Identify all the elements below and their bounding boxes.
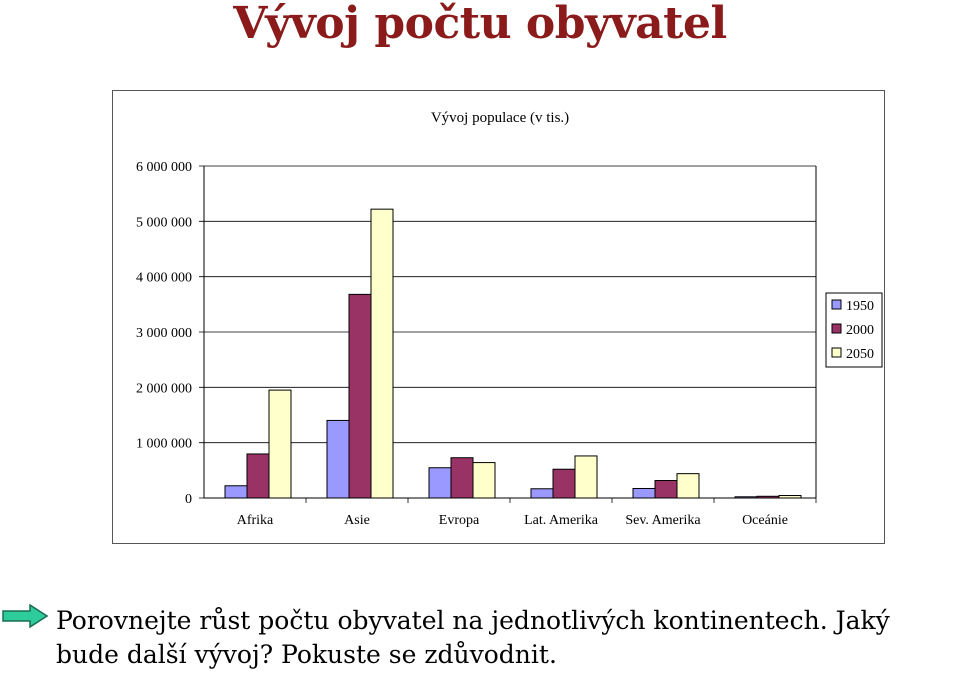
legend-swatch <box>831 323 842 334</box>
chart-title: Vývoj populace (v tis.) <box>431 110 569 126</box>
legend-swatch <box>831 347 842 358</box>
y-tick-label: 2 000 000 <box>136 381 192 396</box>
bar-4-2 <box>676 473 700 499</box>
chart-frame: Vývoj populace (v tis.) 0 1 000 000 2 000 … <box>112 90 885 544</box>
y-tick-label: 0 <box>185 492 192 507</box>
y-tick-label: 3 000 000 <box>136 326 192 341</box>
legend-label: 2050 <box>846 347 874 362</box>
legend-swatch <box>831 299 842 310</box>
plot-area: 0 1 000 000 2 000 000 3 000 000 4 000 000 5 0… <box>136 160 817 528</box>
population-chart: Vývoj populace (v tis.) 0 1 000 000 2 000 … <box>136 110 883 528</box>
bar-1-1 <box>348 293 372 499</box>
question-text: Porovnejte růst počtu obyvatel na jednot… <box>56 606 890 669</box>
bar-0-2 <box>268 389 292 499</box>
category-label: Asie <box>344 513 370 528</box>
bar-4-0 <box>632 487 656 499</box>
bar-5-0 <box>734 496 758 499</box>
category-label: Sev. Amerika <box>625 513 701 528</box>
bar-0-0 <box>224 485 248 499</box>
bar-2-2 <box>472 462 496 499</box>
y-tick-label: 4 000 000 <box>136 271 192 286</box>
bar-3-2 <box>574 455 598 499</box>
arrow-right-icon <box>2 604 48 628</box>
bar-3-0 <box>530 488 554 499</box>
category-label: Evropa <box>439 513 480 528</box>
y-tick-label: 5 000 000 <box>136 215 192 230</box>
slide-title: Vývoj počtu obyvatel <box>233 0 727 49</box>
bar-3-1 <box>552 468 576 499</box>
bar-0-1 <box>246 453 270 499</box>
y-tick-label: 1 000 000 <box>136 437 192 452</box>
bar-5-2 <box>778 495 802 499</box>
bar-2-0 <box>428 467 452 499</box>
category-label: Afrika <box>237 513 274 528</box>
bar-5-1 <box>756 495 780 499</box>
chart-legend: 1950 2000 2050 <box>825 292 883 368</box>
legend-label: 1950 <box>846 299 874 314</box>
legend-label: 2000 <box>846 323 874 338</box>
bar-2-1 <box>450 457 474 499</box>
category-label: Lat. Amerika <box>524 513 599 528</box>
category-label: Oceánie <box>742 513 788 528</box>
y-tick-label: 6 000 000 <box>136 160 192 175</box>
bar-4-1 <box>654 480 678 499</box>
bar-1-0 <box>326 419 350 499</box>
bar-1-2 <box>370 208 394 499</box>
